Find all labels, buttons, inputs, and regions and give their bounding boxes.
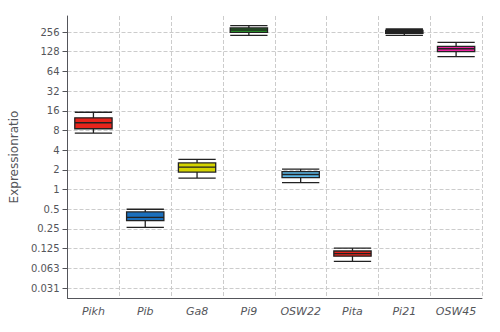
svg-text:0.25: 0.25: [37, 223, 59, 234]
svg-text:32: 32: [47, 86, 60, 97]
svg-text:Pita: Pita: [342, 305, 363, 318]
svg-text:Ga8: Ga8: [186, 305, 208, 318]
svg-text:Expressionratio: Expressionratio: [7, 111, 21, 204]
svg-text:Pib: Pib: [137, 305, 154, 318]
svg-text:0.125: 0.125: [31, 243, 60, 254]
svg-text:OSW22: OSW22: [280, 305, 321, 318]
svg-text:Pi21: Pi21: [392, 305, 416, 318]
svg-text:256: 256: [40, 27, 59, 38]
svg-text:2: 2: [53, 164, 59, 175]
svg-text:0.5: 0.5: [44, 204, 60, 215]
svg-text:4: 4: [53, 145, 59, 156]
svg-text:0.063: 0.063: [31, 263, 60, 274]
svg-text:128: 128: [40, 46, 59, 57]
svg-text:Pi9: Pi9: [241, 305, 258, 318]
svg-text:OSW45: OSW45: [436, 305, 477, 318]
svg-text:0.031: 0.031: [31, 283, 60, 294]
svg-text:8: 8: [53, 125, 59, 136]
svg-text:Pikh: Pikh: [82, 305, 105, 318]
svg-text:16: 16: [47, 105, 60, 116]
svg-text:1: 1: [53, 184, 59, 195]
svg-text:64: 64: [47, 66, 60, 77]
